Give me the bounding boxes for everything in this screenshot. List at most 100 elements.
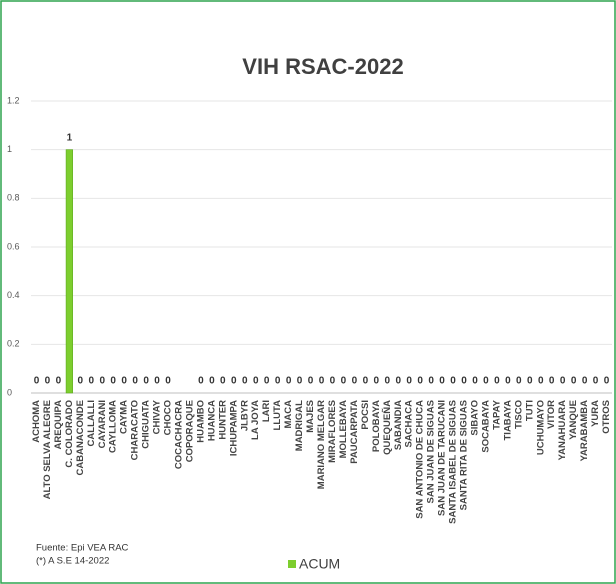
x-tick-label: ICHUPAMPA <box>228 400 239 456</box>
value-label: 0 <box>417 376 423 387</box>
value-label: 0 <box>363 376 369 387</box>
value-label: 0 <box>406 376 412 387</box>
x-tick-label: MADRIGAL <box>294 400 305 451</box>
value-label: 0 <box>286 376 292 387</box>
x-tick-label: SAN JUAN DE SIGUAS <box>426 400 437 503</box>
value-label: 0 <box>99 376 105 387</box>
x-tick-label: CHOCO <box>163 400 174 435</box>
y-tick-label: 0.8 <box>7 193 20 203</box>
value-label: 0 <box>253 376 259 387</box>
value-label: 0 <box>220 376 226 387</box>
x-tick-label: HUNTER <box>217 400 228 440</box>
value-label: 0 <box>341 376 347 387</box>
value-label: 0 <box>231 376 237 387</box>
value-label: 0 <box>330 376 336 387</box>
value-label: 0 <box>242 376 248 387</box>
x-tick-label: MOLLEBAYA <box>338 400 349 459</box>
x-tick-label: YANQUE <box>568 400 579 440</box>
x-tick-label: SANTA ISABEL DE SIGUAS <box>448 400 459 524</box>
x-tick-label: LLUTA <box>272 400 283 431</box>
x-tick-label: CAYLLOMA <box>108 400 119 453</box>
value-label: 0 <box>593 376 599 387</box>
footnote: (*) A S.E 14-2022 <box>36 556 109 567</box>
value-label: 0 <box>352 376 358 387</box>
value-label: 0 <box>110 376 116 387</box>
value-label: 0 <box>494 376 500 387</box>
x-tick-label: CHARACATO <box>130 400 141 460</box>
value-label: 0 <box>527 376 533 387</box>
value-label: 0 <box>450 376 456 387</box>
legend-label: ACUM <box>299 556 340 572</box>
value-label: 0 <box>516 376 522 387</box>
value-label: 0 <box>395 376 401 387</box>
value-label: 0 <box>209 376 215 387</box>
legend-swatch <box>288 560 296 568</box>
value-label: 0 <box>582 376 588 387</box>
x-tick-label: VITOR <box>546 400 557 429</box>
x-tick-label: QUEQUEÑA <box>382 400 393 455</box>
value-label: 0 <box>121 376 127 387</box>
x-tick-label: HUANCA <box>206 400 217 441</box>
x-tick-label: CALLALLI <box>86 400 97 446</box>
x-tick-label: PAUCARPATA <box>349 400 360 464</box>
x-tick-label: ACHOMA <box>31 400 42 443</box>
x-tick-label: CHIGUATA <box>141 400 152 449</box>
x-tick-label: SIBAYO <box>469 400 480 436</box>
x-tick-label: OTROS <box>601 400 612 434</box>
x-tick-label: POCSI <box>360 400 371 430</box>
x-tick-label: POLOBAYA <box>371 400 382 452</box>
x-tick-label: JLBYR <box>239 400 250 431</box>
value-label: 0 <box>319 376 325 387</box>
x-tick-label: TUTI <box>524 400 535 421</box>
value-label: 0 <box>308 376 314 387</box>
x-tick-label: LARI <box>261 400 272 422</box>
y-tick-label: 1 <box>7 144 12 154</box>
value-label: 0 <box>505 376 511 387</box>
value-label: 0 <box>384 376 390 387</box>
value-label: 0 <box>428 376 434 387</box>
value-label: 0 <box>472 376 478 387</box>
value-label: 0 <box>78 376 84 387</box>
x-tick-label: SACHACA <box>404 400 415 448</box>
source-note: Fuente: Epi VEA RAC <box>36 543 129 554</box>
value-label: 0 <box>604 376 610 387</box>
value-label: 0 <box>154 376 160 387</box>
chart-title: VIH RSAC-2022 <box>242 54 403 79</box>
x-tick-label: C. COLORADO <box>64 400 75 468</box>
value-label: 0 <box>264 376 270 387</box>
value-label: 0 <box>461 376 467 387</box>
value-label: 0 <box>439 376 445 387</box>
value-label: 0 <box>198 376 204 387</box>
x-tick-label: CHIVAY <box>152 399 163 434</box>
x-tick-label: CABANACONDE <box>75 400 86 475</box>
x-tick-label: TAPAY <box>491 399 502 430</box>
value-label: 0 <box>132 376 138 387</box>
value-label: 0 <box>560 376 566 387</box>
value-label: 0 <box>143 376 149 387</box>
x-tick-label: COPORAQUE <box>184 400 195 462</box>
y-tick-label: 0 <box>7 387 12 397</box>
value-label: 0 <box>549 376 555 387</box>
value-label: 0 <box>56 376 62 387</box>
x-tick-label: ALTO SELVA ALEGRE <box>42 400 53 499</box>
x-tick-label: MAJES <box>305 400 316 433</box>
x-tick-label: TISCO <box>513 400 524 429</box>
value-label: 0 <box>275 376 281 387</box>
x-tick-label: SOCABAYA <box>480 400 491 453</box>
y-tick-label: 0.4 <box>7 290 20 300</box>
value-label: 0 <box>34 376 40 387</box>
x-tick-label: COCACHACRA <box>174 400 185 469</box>
value-label: 0 <box>538 376 544 387</box>
value-label: 1 <box>67 132 73 143</box>
value-label: 0 <box>483 376 489 387</box>
x-tick-label: HUAMBO <box>195 400 206 443</box>
value-label: 0 <box>45 376 51 387</box>
x-tick-label: MIRAFLORES <box>327 400 338 463</box>
x-tick-label: MACA <box>283 400 294 429</box>
y-tick-label: 0.2 <box>7 339 20 349</box>
x-tick-label: SABANDIA <box>393 400 404 450</box>
value-label: 0 <box>374 376 380 387</box>
x-tick-label: YARABAMBA <box>579 400 590 462</box>
